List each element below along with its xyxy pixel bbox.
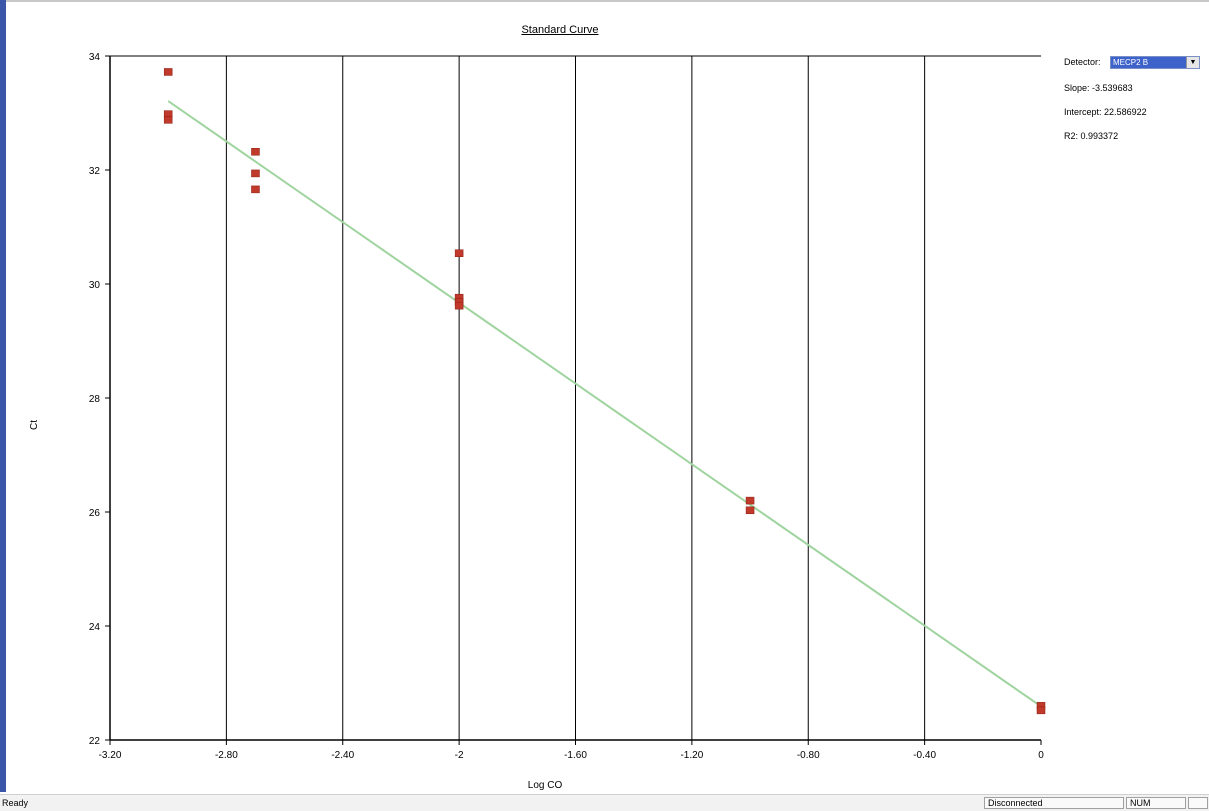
chevron-down-icon[interactable]: ▼ [1186, 57, 1199, 68]
data-point[interactable] [163, 116, 173, 124]
y-tick-label: 22 [89, 736, 101, 747]
status-bar: Ready Disconnected NUM [0, 794, 1209, 811]
x-axis-title: Log CO [528, 780, 563, 791]
data-point[interactable] [745, 496, 755, 505]
data-point[interactable] [745, 506, 755, 515]
x-tick-label: -2.40 [331, 750, 354, 761]
y-tick-label: 24 [89, 622, 101, 633]
r2-label: R2: [1064, 131, 1079, 141]
x-tick-label: -2 [455, 750, 464, 761]
y-tick-label: 30 [89, 280, 101, 291]
status-pane-empty [1188, 797, 1208, 809]
data-point[interactable] [454, 301, 464, 310]
data-point[interactable] [251, 185, 260, 194]
y-tick-label: 26 [89, 508, 101, 519]
detector-row: Detector: MECP2 B ▼ [1064, 56, 1200, 69]
r2-row: R2: 0.993372 [1064, 131, 1118, 141]
data-point[interactable] [251, 148, 260, 156]
slope-row: Slope: -3.539683 [1064, 83, 1133, 93]
x-tick-labels: -3.20 -2.80 -2.40 -2 -1.60 -1.20 -0.80 -0.40 0 [99, 750, 1045, 761]
x-tick-label: -3.20 [99, 750, 122, 761]
slope-label: Slope: [1064, 83, 1090, 93]
detector-dropdown[interactable]: MECP2 B ▼ [1110, 56, 1200, 69]
intercept-label: Intercept: [1064, 107, 1102, 117]
connection-status: Disconnected [984, 797, 1124, 809]
x-tick-label: -1.60 [564, 750, 587, 761]
y-tick-label: 32 [89, 166, 101, 177]
x-tick-label: -2.80 [215, 750, 238, 761]
data-point[interactable] [454, 249, 464, 257]
detector-selected-value[interactable]: MECP2 B [1111, 57, 1186, 68]
fit-layer [167, 100, 1042, 708]
y-tick-label: 28 [89, 394, 101, 405]
y-tick-label: 34 [89, 52, 101, 63]
chart-title: Standard Curve [521, 24, 599, 36]
x-tick-label: -0.40 [913, 750, 936, 761]
detector-label: Detector: [1064, 57, 1101, 67]
x-tick-label: -0.80 [797, 750, 820, 761]
status-text: Ready [2, 798, 29, 808]
grid-layer [225, 56, 926, 740]
x-tick-label: 0 [1038, 750, 1044, 761]
fit-line [167, 100, 1042, 708]
top-rule [6, 0, 1209, 2]
axes-layer [105, 55, 1042, 745]
data-point[interactable] [1036, 706, 1046, 715]
y-tick-labels: 22 24 26 28 30 32 34 [89, 52, 101, 747]
window-left-edge [0, 0, 6, 792]
data-point[interactable] [251, 169, 260, 178]
r2-value: 0.993372 [1080, 131, 1119, 141]
y-axis-title: Ct [29, 420, 40, 430]
intercept-value: 22.586922 [1104, 107, 1147, 117]
intercept-row: Intercept: 22.586922 [1064, 107, 1147, 117]
num-lock-indicator: NUM [1126, 797, 1186, 809]
points-layer [163, 68, 1046, 715]
slope-value: -3.539683 [1092, 83, 1133, 93]
x-tick-label: -1.20 [680, 750, 703, 761]
data-point[interactable] [163, 68, 173, 76]
